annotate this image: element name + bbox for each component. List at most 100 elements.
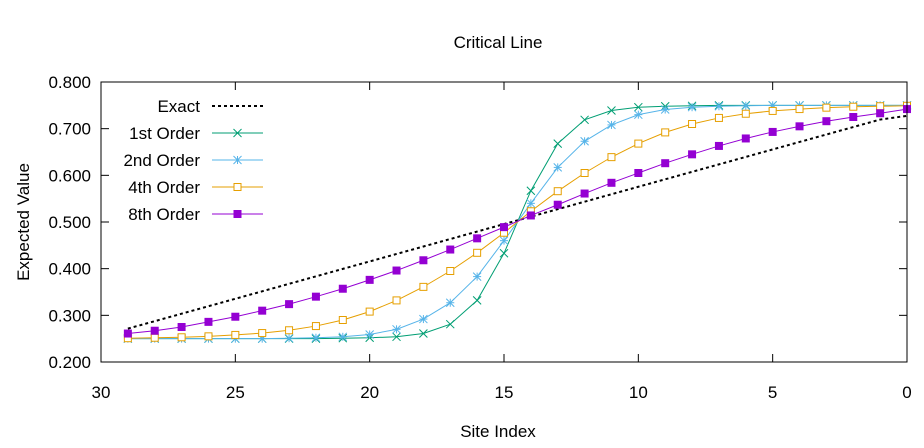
data-point-8th-order <box>285 300 294 309</box>
data-point-8th-order <box>150 326 159 335</box>
legend-item-exact: Exact <box>157 97 263 116</box>
y-tick-label: 0.200 <box>48 353 91 372</box>
legend-item-2nd-order: 2nd Order <box>123 151 263 170</box>
data-point-4th-order <box>392 296 401 305</box>
data-point-2nd-order <box>741 101 751 111</box>
data-point-1st-order <box>419 329 428 338</box>
legend-label: 2nd Order <box>123 151 200 170</box>
y-tick-label: 0.400 <box>48 260 91 279</box>
data-point-8th-order <box>311 292 320 301</box>
legend-label: 1st Order <box>129 124 200 143</box>
x-tick-label: 0 <box>902 383 911 402</box>
legend-item-1st-order: 1st Order <box>129 124 263 143</box>
data-point-4th-order <box>419 282 428 291</box>
data-point-2nd-order <box>580 136 589 146</box>
data-point-4th-order <box>258 329 267 338</box>
legend-label: Exact <box>157 97 200 116</box>
data-point-8th-order <box>822 117 831 126</box>
marker-stroke <box>553 139 563 148</box>
legend-item-8th-order: 8th Order <box>128 205 263 224</box>
y-tick-label: 0.500 <box>48 213 91 232</box>
data-point-2nd-order <box>445 298 455 308</box>
data-point-1st-order <box>499 248 509 258</box>
y-tick-label: 0.800 <box>48 73 91 92</box>
data-point-2nd-order <box>607 120 616 130</box>
data-point-2nd-order <box>284 333 294 343</box>
data-point-4th-order <box>661 128 670 137</box>
data-point-8th-order <box>123 329 132 338</box>
marker-stroke <box>580 115 589 125</box>
data-point-1st-order <box>526 186 536 196</box>
data-point-8th-order <box>204 317 213 326</box>
data-point-4th-order <box>795 105 804 114</box>
legend-item-4th-order: 4th Order <box>128 178 263 197</box>
data-point-4th-order <box>446 267 455 275</box>
data-point-8th-order <box>714 141 723 150</box>
legend-marker <box>233 183 242 191</box>
chart-title: Critical Line <box>454 33 543 52</box>
x-tick-label: 5 <box>768 383 777 402</box>
data-point-4th-order <box>607 153 616 162</box>
marker-stroke <box>607 106 616 115</box>
data-point-8th-order <box>607 178 616 187</box>
tick-marks <box>100 81 908 363</box>
y-tick-label: 0.300 <box>48 306 91 325</box>
data-point-4th-order <box>768 106 777 115</box>
data-point-1st-order <box>392 332 401 342</box>
data-point-8th-order <box>526 211 535 220</box>
x-tick-label: 15 <box>495 383 514 402</box>
data-point-4th-order <box>473 248 482 257</box>
data-point-4th-order <box>177 333 186 342</box>
series-line-exact <box>127 114 908 330</box>
legend: Exact 1st Order 2nd Order 4th Order 8th Orde… <box>123 97 263 224</box>
y-axis-label: Expected Value <box>14 163 33 281</box>
marker-stroke <box>499 248 509 258</box>
marker-stroke <box>445 319 455 329</box>
x-tick-label: 25 <box>226 383 245 402</box>
legend-marker <box>233 128 242 138</box>
data-point-1st-order <box>445 319 455 329</box>
data-point-2nd-order <box>660 105 670 114</box>
data-point-8th-order <box>553 200 562 209</box>
marker-stroke <box>392 332 401 342</box>
data-point-8th-order <box>419 256 428 265</box>
data-point-4th-order <box>553 187 562 196</box>
data-point-4th-order <box>849 102 858 111</box>
data-point-8th-order <box>661 159 670 168</box>
marker-stroke <box>526 186 536 196</box>
legend-marker <box>233 155 242 165</box>
data-point-1st-order <box>633 102 643 112</box>
series-line-8th-order <box>127 108 908 335</box>
data-point-4th-order <box>822 103 831 112</box>
data-point-1st-order <box>472 296 482 305</box>
marker-stroke <box>633 102 643 112</box>
series-exact <box>127 114 908 330</box>
legend-marker <box>233 210 242 218</box>
data-point-8th-order <box>580 189 589 198</box>
data-point-2nd-order <box>365 330 375 339</box>
x-axis-label: Site Index <box>460 422 536 441</box>
data-point-8th-order <box>741 134 750 143</box>
data-point-8th-order <box>231 312 240 321</box>
data-point-4th-order <box>150 333 159 342</box>
data-point-8th-order <box>688 150 697 159</box>
series-8th-order <box>123 105 911 338</box>
data-point-2nd-order <box>311 333 321 343</box>
data-point-8th-order <box>258 306 267 315</box>
legend-label: 8th Order <box>128 205 200 224</box>
y-tick-label: 0.600 <box>48 166 91 185</box>
data-point-4th-order <box>876 102 885 111</box>
data-point-4th-order <box>741 109 750 118</box>
x-tick-label: 20 <box>360 383 379 402</box>
data-point-4th-order <box>365 307 374 316</box>
data-point-2nd-order <box>499 236 509 246</box>
data-point-2nd-order <box>553 163 563 172</box>
x-tick-label: 30 <box>92 383 111 402</box>
data-point-4th-order <box>311 322 320 331</box>
data-point-8th-order <box>446 245 455 254</box>
data-point-2nd-order <box>633 110 643 120</box>
data-point-4th-order <box>338 316 347 324</box>
marker-stroke <box>233 128 242 138</box>
series-4th-order <box>123 101 911 343</box>
